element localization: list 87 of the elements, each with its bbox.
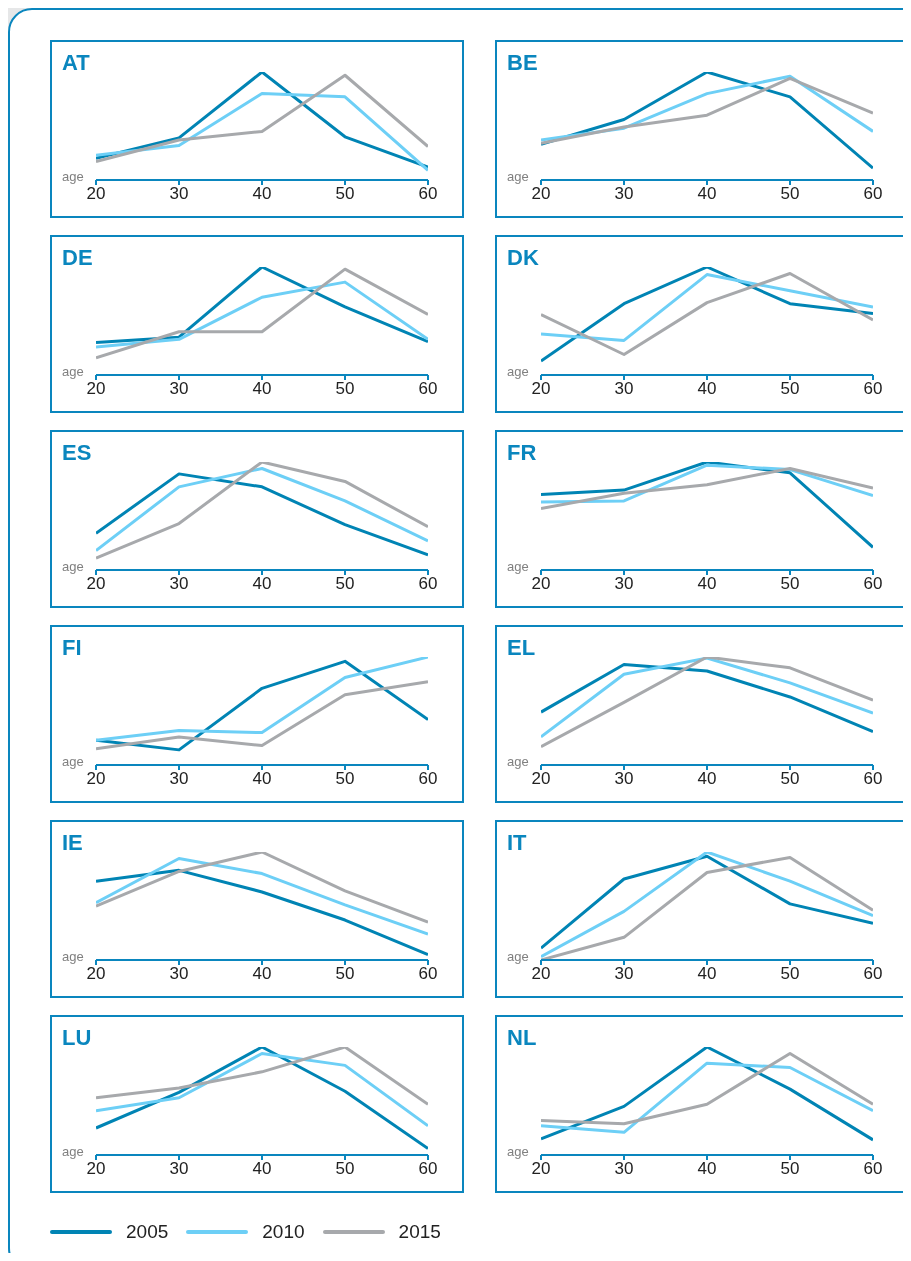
x-tick-label: 50	[780, 184, 800, 204]
x-tick-label: 60	[418, 184, 438, 204]
x-axis-title: age	[507, 949, 529, 964]
x-tick-label: 20	[531, 964, 551, 984]
x-axis-title: age	[62, 949, 84, 964]
x-tick-label: 30	[614, 184, 634, 204]
x-tick-label: 50	[780, 964, 800, 984]
x-tick-label: 50	[335, 1159, 355, 1179]
x-tick-label: 40	[252, 1159, 272, 1179]
x-tick-label: 50	[780, 379, 800, 399]
x-tick-label: 20	[531, 769, 551, 789]
x-tick-label: 30	[169, 1159, 189, 1179]
x-tick-label: 30	[169, 379, 189, 399]
x-tick-label: 60	[863, 379, 883, 399]
x-tick-label: 60	[418, 964, 438, 984]
x-axis-title: age	[507, 559, 529, 574]
x-tick-label: 50	[780, 1159, 800, 1179]
chart-title: ES	[62, 440, 92, 466]
chart-title: IE	[62, 830, 83, 856]
x-tick-label: 50	[780, 769, 800, 789]
x-axis-title: age	[507, 754, 529, 769]
x-tick-label: 40	[697, 379, 717, 399]
x-tick-label: 30	[169, 184, 189, 204]
x-tick-label: 60	[418, 574, 438, 594]
x-tick-label: 60	[418, 379, 438, 399]
chart-title: DE	[62, 245, 93, 271]
x-tick-label: 50	[335, 184, 355, 204]
x-axis-title: age	[507, 364, 529, 379]
x-tick-label: 40	[697, 1159, 717, 1179]
chart-title: EL	[507, 635, 536, 661]
x-tick-label: 50	[335, 769, 355, 789]
x-tick-label: 50	[780, 574, 800, 594]
x-tick-label: 40	[697, 769, 717, 789]
x-tick-label: 20	[86, 769, 106, 789]
x-tick-label: 20	[86, 184, 106, 204]
x-tick-label: 40	[697, 964, 717, 984]
chart-title: LU	[62, 1025, 92, 1051]
x-tick-label: 60	[863, 769, 883, 789]
x-tick-label: 20	[531, 184, 551, 204]
x-tick-label: 60	[418, 769, 438, 789]
x-tick-label: 20	[86, 574, 106, 594]
x-tick-label: 40	[252, 184, 272, 204]
x-axis-title: age	[62, 364, 84, 379]
x-tick-label: 60	[418, 1159, 438, 1179]
x-axis-title: age	[507, 1144, 529, 1159]
x-tick-label: 40	[697, 574, 717, 594]
x-tick-label: 60	[863, 184, 883, 204]
x-tick-label: 60	[863, 574, 883, 594]
x-tick-label: 40	[252, 964, 272, 984]
legend-label: 2005	[126, 1221, 169, 1243]
x-tick-label: 20	[86, 379, 106, 399]
chart-title: DK	[507, 245, 539, 271]
x-tick-label: 50	[335, 379, 355, 399]
chart-title: AT	[62, 50, 90, 76]
x-tick-label: 20	[86, 1159, 106, 1179]
x-axis-title: age	[507, 169, 529, 184]
x-tick-label: 30	[614, 964, 634, 984]
x-tick-label: 30	[169, 574, 189, 594]
x-tick-label: 30	[169, 964, 189, 984]
chart-title: FI	[62, 635, 82, 661]
x-axis-title: age	[62, 1144, 84, 1159]
x-tick-label: 30	[614, 1159, 634, 1179]
x-tick-label: 40	[252, 769, 272, 789]
x-tick-label: 30	[169, 769, 189, 789]
chart-title: BE	[507, 50, 538, 76]
x-tick-label: 30	[614, 574, 634, 594]
x-tick-label: 50	[335, 964, 355, 984]
x-tick-label: 20	[531, 1159, 551, 1179]
chart-title: IT	[507, 830, 527, 856]
x-tick-label: 40	[697, 184, 717, 204]
x-axis-title: age	[62, 559, 84, 574]
x-tick-label: 60	[863, 964, 883, 984]
x-tick-label: 40	[252, 574, 272, 594]
legend-label: 2015	[398, 1221, 441, 1243]
x-tick-label: 30	[614, 379, 634, 399]
x-tick-label: 20	[86, 964, 106, 984]
x-tick-label: 50	[335, 574, 355, 594]
x-tick-label: 20	[531, 379, 551, 399]
x-tick-label: 40	[252, 379, 272, 399]
x-tick-label: 20	[531, 574, 551, 594]
x-axis-title: age	[62, 169, 84, 184]
chart-title: FR	[507, 440, 537, 466]
x-tick-label: 60	[863, 1159, 883, 1179]
x-tick-label: 30	[614, 769, 634, 789]
x-axis-title: age	[62, 754, 84, 769]
legend-label: 2010	[262, 1221, 305, 1243]
chart-title: NL	[507, 1025, 537, 1051]
